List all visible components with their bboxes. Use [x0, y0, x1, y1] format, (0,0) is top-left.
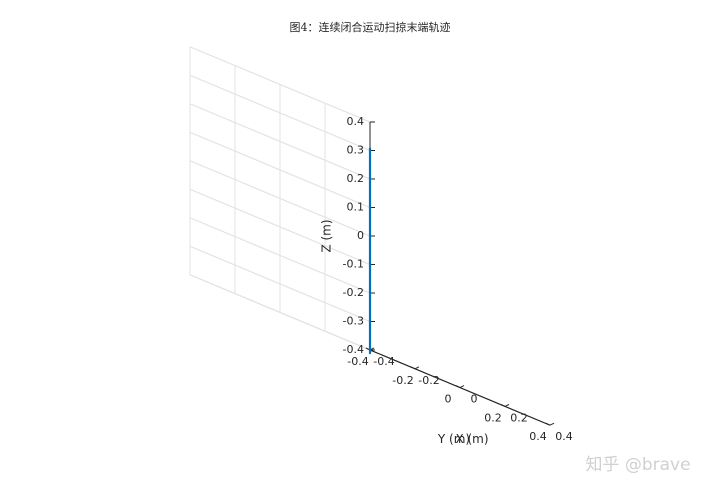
y-tick-label: -0.2	[392, 374, 413, 387]
x-tick	[545, 422, 551, 426]
grid-line	[189, 188, 371, 265]
y-tick	[504, 403, 510, 407]
grid-line	[189, 245, 371, 322]
y-tick-label: 0.4	[529, 430, 547, 443]
x-tick-label: -0.4	[373, 355, 394, 368]
z-tick-label: 0.4	[347, 115, 365, 128]
x-tick-label: 0.4	[555, 430, 573, 443]
z-tick-label: -0.2	[343, 286, 364, 299]
watermark: 知乎 @brave	[585, 455, 690, 475]
x-tick-label: -0.2	[418, 374, 439, 387]
grid-line	[189, 131, 371, 208]
grid-line	[189, 160, 371, 237]
y-tick-label: -0.4	[347, 355, 368, 368]
z-tick-label: 0	[357, 229, 364, 242]
y-tick	[459, 385, 465, 389]
grid-line	[189, 103, 371, 180]
grid-line	[189, 74, 371, 151]
x-axis-label: X (m)	[455, 432, 488, 446]
y-tick	[414, 366, 420, 370]
y-tick-label: 0	[445, 393, 452, 406]
x-tick-label: 0	[471, 393, 478, 406]
grid-line	[189, 217, 371, 294]
z-tick-label: 0.2	[347, 172, 365, 185]
z-axis-label: Z (m)	[320, 219, 334, 252]
y-tick-label: 0.2	[484, 411, 502, 424]
x-tick	[455, 385, 461, 389]
grid-line	[189, 274, 371, 351]
z-tick-label: -0.4	[343, 343, 364, 356]
x-tick-label: 0.2	[510, 411, 528, 424]
x-tick	[500, 403, 506, 407]
y-tick	[549, 422, 555, 426]
z-tick-label: 0.3	[347, 144, 365, 157]
y-axis-label: Y (m)	[437, 432, 470, 446]
z-tick-label: 0.1	[347, 201, 365, 214]
grid-line	[189, 46, 371, 123]
z-tick-label: -0.1	[343, 258, 364, 271]
chart-title: 图4：连续闭合运动扫掠末端轨迹	[290, 20, 451, 34]
z-tick-label: -0.3	[343, 315, 364, 328]
x-tick	[410, 366, 416, 370]
